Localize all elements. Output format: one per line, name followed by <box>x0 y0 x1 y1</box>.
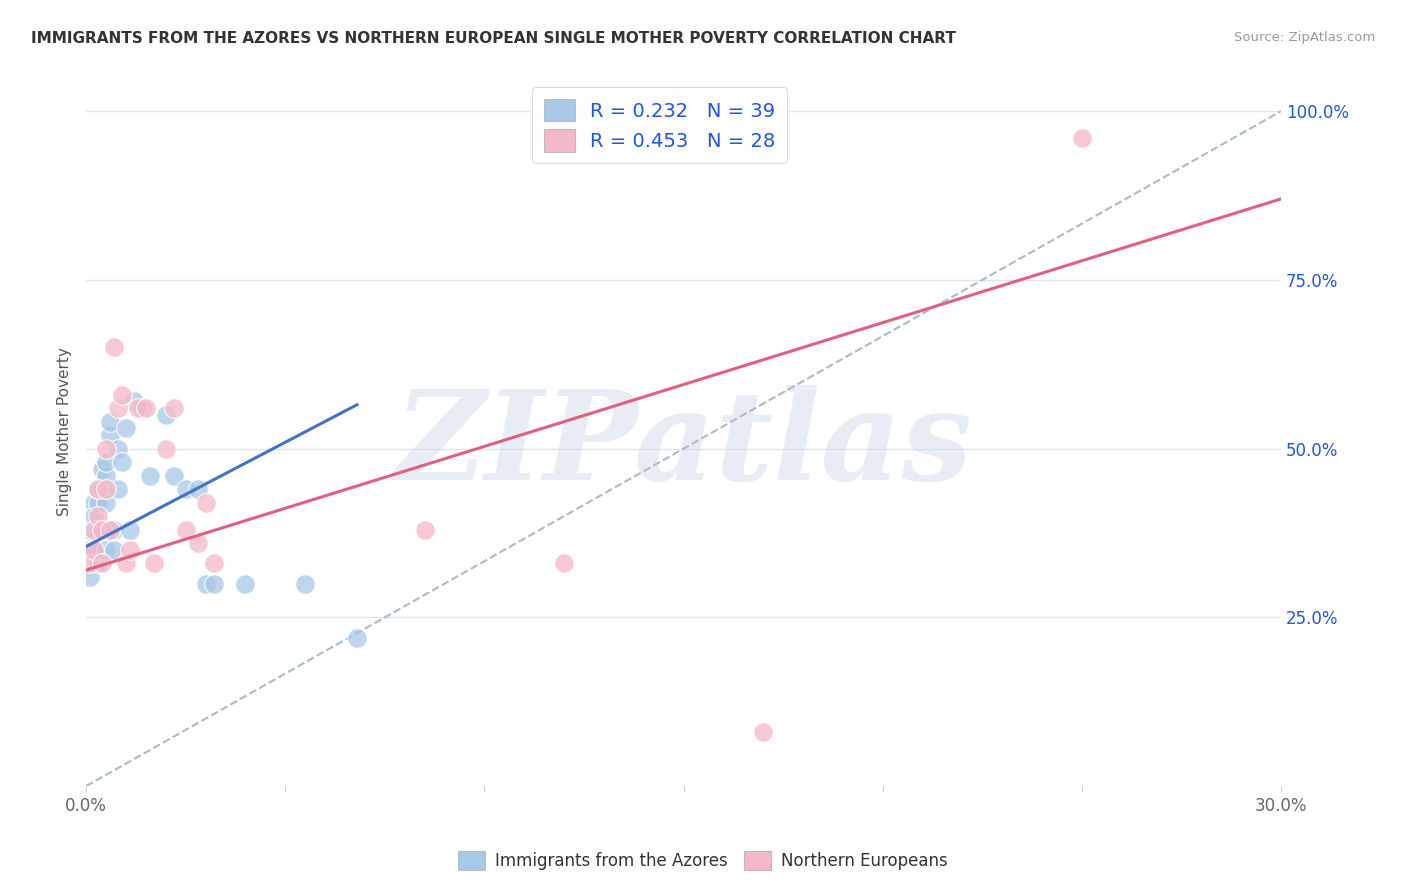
Point <box>163 468 186 483</box>
Point <box>94 442 117 456</box>
Point <box>115 557 138 571</box>
Point <box>83 496 105 510</box>
Point <box>235 576 257 591</box>
Point <box>187 482 209 496</box>
Point <box>294 576 316 591</box>
Point <box>91 523 114 537</box>
Point <box>174 482 197 496</box>
Legend: R = 0.232   N = 39, R = 0.453   N = 28: R = 0.232 N = 39, R = 0.453 N = 28 <box>531 87 787 163</box>
Point <box>87 496 110 510</box>
Point <box>118 542 141 557</box>
Point <box>87 509 110 524</box>
Point <box>94 523 117 537</box>
Point <box>83 523 105 537</box>
Point <box>79 570 101 584</box>
Point <box>94 482 117 496</box>
Legend: Immigrants from the Azores, Northern Europeans: Immigrants from the Azores, Northern Eur… <box>451 844 955 877</box>
Point <box>122 394 145 409</box>
Point <box>83 509 105 524</box>
Point <box>135 401 157 416</box>
Point <box>127 401 149 416</box>
Point <box>142 557 165 571</box>
Point <box>83 542 105 557</box>
Point <box>1070 131 1092 145</box>
Point <box>107 401 129 416</box>
Point <box>413 523 436 537</box>
Point <box>79 523 101 537</box>
Point <box>98 415 121 429</box>
Point <box>174 523 197 537</box>
Point <box>194 496 217 510</box>
Point <box>553 557 575 571</box>
Point <box>107 442 129 456</box>
Point <box>103 340 125 354</box>
Point <box>155 442 177 456</box>
Point <box>752 725 775 739</box>
Point <box>91 523 114 537</box>
Point <box>194 576 217 591</box>
Y-axis label: Single Mother Poverty: Single Mother Poverty <box>58 347 72 516</box>
Point <box>111 387 134 401</box>
Point <box>107 482 129 496</box>
Point <box>87 482 110 496</box>
Point <box>98 523 121 537</box>
Point <box>91 462 114 476</box>
Point <box>163 401 186 416</box>
Text: ZIPatlas: ZIPatlas <box>395 385 973 507</box>
Point <box>91 557 114 571</box>
Point <box>79 542 101 557</box>
Point <box>346 631 368 645</box>
Point <box>139 468 162 483</box>
Point <box>91 482 114 496</box>
Text: Source: ZipAtlas.com: Source: ZipAtlas.com <box>1234 31 1375 45</box>
Point <box>87 482 110 496</box>
Point <box>87 523 110 537</box>
Point <box>94 496 117 510</box>
Text: IMMIGRANTS FROM THE AZORES VS NORTHERN EUROPEAN SINGLE MOTHER POVERTY CORRELATIO: IMMIGRANTS FROM THE AZORES VS NORTHERN E… <box>31 31 956 46</box>
Point <box>155 408 177 422</box>
Point <box>187 536 209 550</box>
Point <box>115 421 138 435</box>
Point <box>94 468 117 483</box>
Point <box>202 576 225 591</box>
Point <box>103 542 125 557</box>
Point <box>87 557 110 571</box>
Point <box>202 557 225 571</box>
Point <box>98 428 121 442</box>
Point <box>131 401 153 416</box>
Point <box>111 455 134 469</box>
Point <box>118 523 141 537</box>
Point <box>83 542 105 557</box>
Point <box>103 523 125 537</box>
Point <box>79 557 101 571</box>
Point <box>94 542 117 557</box>
Point <box>94 455 117 469</box>
